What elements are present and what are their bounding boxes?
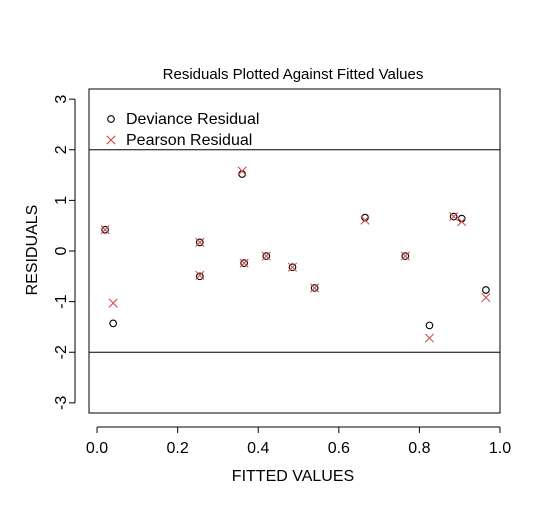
deviance-point	[101, 225, 109, 234]
pearson-point	[360, 215, 370, 225]
x-tick-label: 0.4	[247, 440, 269, 457]
y-tick-label: 2	[53, 145, 70, 154]
y-axis-label: RESIDUALS	[24, 205, 41, 296]
pearson-point	[237, 166, 247, 176]
pearson-point	[100, 225, 110, 235]
pearson-point	[457, 217, 467, 227]
pearson-point	[481, 292, 491, 303]
x-tick-label: 0.0	[86, 440, 108, 457]
x-tick-label: 0.6	[328, 440, 350, 457]
y-tick-label: 1	[53, 196, 70, 205]
y-tick-label: 0	[53, 246, 70, 255]
y-tick-label: -3	[53, 396, 70, 410]
deviance-point	[240, 259, 248, 268]
legend-label-2: Pearson Residual	[126, 132, 252, 149]
pearson-point	[108, 298, 118, 308]
pearson-point	[261, 251, 271, 261]
deviance-point	[109, 319, 118, 328]
x-axis-label: FITTED VALUES	[232, 468, 354, 485]
pearson-point	[424, 333, 435, 343]
deviance-point	[401, 252, 410, 260]
deviance-point	[288, 263, 297, 272]
pearson-point	[195, 270, 205, 280]
deviance-point	[195, 238, 204, 247]
legend-label-1: Deviance Residual	[126, 111, 259, 128]
plot-area: 0.0 0.2 0.4 0.6 0.8 1.0 -3 -2 -1 0 1 2 3	[53, 88, 511, 457]
deviance-point	[425, 321, 434, 330]
deviance-point	[195, 272, 204, 281]
legend: Deviance Residual Pearson Residual	[106, 111, 259, 149]
pearson-point	[449, 211, 459, 222]
y-tick-label: -1	[53, 294, 70, 308]
x-tick-label: 0.8	[408, 440, 430, 457]
deviance-point	[482, 286, 490, 294]
deviance-point	[449, 212, 458, 221]
pearson-point	[239, 258, 249, 268]
plot-frame	[88, 88, 501, 414]
x-tick-label: 1.0	[489, 440, 511, 457]
pearson-point	[310, 283, 320, 293]
deviance-point	[310, 284, 319, 292]
x-tick-label: 0.2	[167, 440, 189, 457]
deviance-point	[262, 252, 271, 260]
legend-x-marker	[106, 135, 116, 145]
legend-circle-marker	[107, 115, 115, 123]
y-tick-label: 3	[53, 95, 70, 104]
pearson-point	[287, 262, 298, 272]
pearson-point	[400, 251, 410, 261]
pearson-point	[195, 237, 205, 247]
y-tick-label: -2	[53, 345, 70, 359]
chart-title: Residuals Plotted Against Fitted Values	[163, 66, 424, 83]
